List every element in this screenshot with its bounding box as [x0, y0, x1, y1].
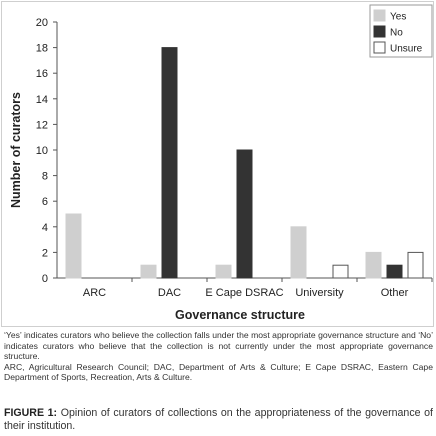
bar-unsure-university — [332, 264, 349, 279]
x-axis-label: Governance structure — [175, 308, 305, 322]
figure-label: FIGURE 1: — [4, 407, 58, 419]
bar-yes-other — [365, 251, 382, 279]
y-tick-labels: 0 2 4 6 8 10 12 14 16 18 20 — [36, 17, 48, 285]
bar-unsure-other — [407, 251, 424, 279]
legend-label-no: No — [390, 28, 403, 39]
y-tick-label: 4 — [42, 222, 48, 234]
y-tick-label: 20 — [36, 17, 48, 29]
figure-text: Opinion of curators of collections on th… — [4, 407, 433, 432]
y-tick-label: 0 — [42, 273, 48, 285]
chart-notes: ‘Yes’ indicates curators who believe the… — [4, 330, 433, 383]
y-tick-label: 6 — [42, 196, 48, 208]
x-tick-label: ARC — [83, 287, 106, 299]
y-tick-label: 8 — [42, 171, 48, 183]
figure-caption: FIGURE 1: Opinion of curators of collect… — [4, 407, 433, 433]
y-tick-label: 2 — [42, 247, 48, 259]
legend-swatch-yes — [373, 9, 386, 22]
bar-yes-dac — [140, 264, 157, 279]
bar-yes-arc — [65, 213, 82, 279]
bar-chart: 0 2 4 6 8 10 12 14 16 18 20 ARC DAC E Cape DSRAC Univ… — [9, 4, 433, 322]
y-tick-label: 10 — [36, 145, 48, 157]
x-tick-label: DAC — [158, 287, 181, 299]
legend: Yes No Unsure — [369, 4, 433, 58]
bar-no-other — [386, 264, 403, 279]
legend-swatch-no — [373, 25, 386, 38]
y-tick-label: 14 — [36, 94, 48, 106]
bar-yes-university — [290, 226, 307, 279]
bar-group — [65, 47, 424, 279]
x-tick-labels: ARC DAC E Cape DSRAC University Other — [83, 287, 409, 299]
legend-label-yes: Yes — [390, 12, 406, 23]
x-tick-label: E Cape DSRAC — [205, 287, 283, 299]
y-axis-label: Number of curators — [9, 92, 23, 208]
y-tick-label: 18 — [36, 43, 48, 55]
y-tick-label: 16 — [36, 68, 48, 80]
legend-label-unsure: Unsure — [390, 44, 423, 55]
bar-no-e-cape-dsrac — [236, 149, 253, 279]
legend-swatch-unsure — [373, 41, 386, 54]
note-abbreviations: ARC, Agricultural Research Council; DAC,… — [4, 361, 433, 383]
x-tick-label: University — [295, 287, 344, 299]
bar-no-dac — [161, 47, 178, 279]
x-tick-label: Other — [381, 287, 409, 299]
note-yes-no: ‘Yes’ indicates curators who believe the… — [4, 330, 433, 362]
y-tick-label: 12 — [36, 119, 48, 131]
chart-frame — [1, 1, 434, 327]
bar-yes-e-cape-dsrac — [215, 264, 232, 279]
